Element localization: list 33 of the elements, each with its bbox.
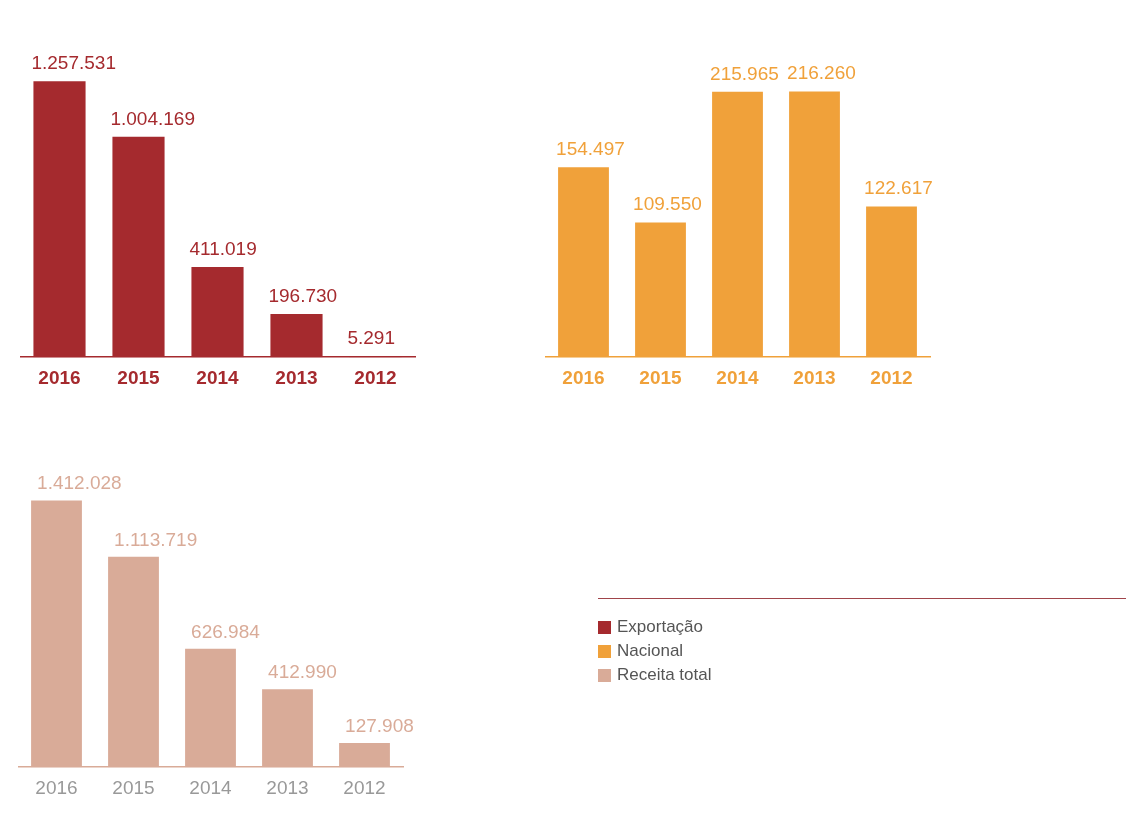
data-label: 1.257.531 [31,52,116,73]
data-label: 411.019 [189,237,257,259]
data-label: 5.291 [347,326,395,348]
legend-label: Nacional [617,641,684,661]
x-tick-label: 2013 [793,366,836,388]
x-tick-label: 2013 [266,776,309,798]
x-tick-label: 2012 [343,776,386,798]
x-tick-label: 2015 [112,776,155,798]
data-label: 109.550 [633,193,702,215]
x-tick-label: 2015 [117,366,161,388]
x-tick-label: 2012 [354,366,397,388]
data-label: 1.004.169 [110,107,195,129]
data-label: 154.497 [556,138,625,160]
x-tick-label: 2016 [35,776,78,798]
data-label: 412.990 [268,660,337,682]
data-label: 626.984 [191,620,261,642]
data-label: 196.730 [268,284,338,306]
x-tick-label: 2014 [716,366,760,388]
x-tick-label: 2016 [562,366,605,388]
x-tick-label: 2013 [275,366,318,388]
x-tick-label: 2014 [196,366,240,388]
data-label: 215.965 [710,62,779,84]
x-tick-label: 2014 [189,776,233,798]
legend-label: Exportação [617,617,703,637]
data-label: 216.260 [787,62,856,84]
x-tick-label: 2016 [38,366,81,388]
legend-label: Receita total [617,665,712,685]
x-tick-label: 2012 [870,366,913,388]
data-label: 1.412.028 [37,472,122,494]
data-label: 1.113.719 [114,528,198,550]
x-tick-label: 2015 [639,366,683,388]
data-label: 122.617 [864,177,933,199]
data-label: 127.908 [345,714,414,736]
